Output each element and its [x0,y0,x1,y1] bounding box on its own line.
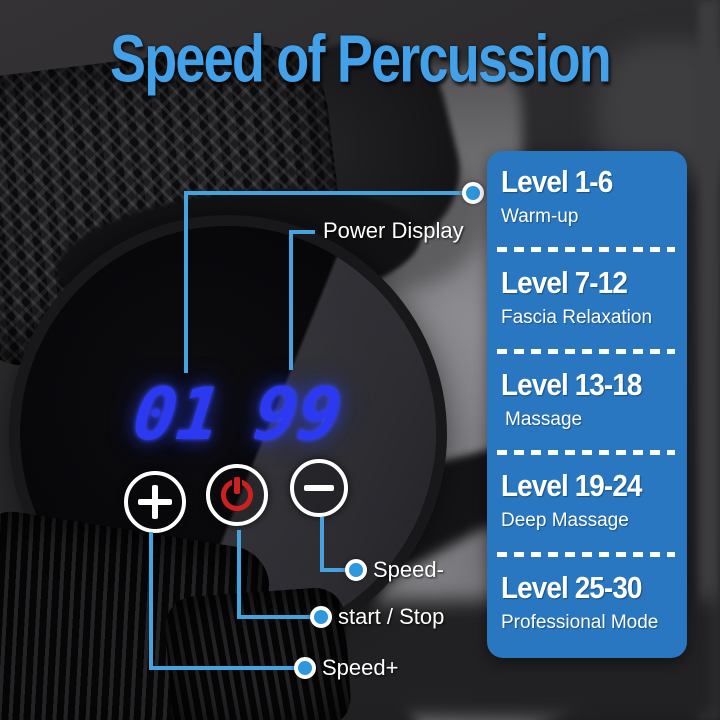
level-mode: Massage [505,408,583,430]
callout-line-power-display-vertical [289,230,293,370]
speed-minus-button[interactable] [290,459,348,517]
dashed-divider [497,450,675,456]
power-button[interactable] [206,464,268,526]
level-range: Level 25-30 [501,569,642,605]
level-section: Level 7-12 Fascia Relaxation [487,252,687,354]
callout-line-speed-minus-horizontal [320,568,352,572]
callout-line-speed-minus-vertical [320,517,324,572]
callout-line-start-stop-vertical [237,530,241,619]
speed-plus-button[interactable] [124,471,186,533]
level-range: Level 19-24 [501,468,642,504]
callout-line-start-stop-horizontal [237,615,315,619]
level-mode: Professional Mode [501,611,659,633]
callout-dot-speed-minus [345,559,367,581]
background-edge-strip [698,0,720,720]
level-section: Level 19-24 Deep Massage [487,455,687,557]
callout-line-display-horizontal [184,191,466,195]
level-range: Level 13-18 [501,366,642,402]
page-title: Speed of Percussion [110,21,612,97]
minus-icon [304,485,334,491]
callout-label-start-stop: start / Stop [338,604,445,629]
level-section: Level 25-30 Professional Mode [487,557,687,658]
level-section: Level 13-18 Massage [487,354,687,456]
level-mode: Warm-up [501,206,579,227]
dashed-divider [497,247,675,253]
callout-label-speed-minus: Speed- [373,557,444,582]
callout-line-speed-plus-horizontal [149,666,299,670]
level-mode: Deep Massage [501,510,629,532]
callout-dot-start-stop [310,606,332,628]
level-range: Level 1-6 [501,164,613,199]
speed-level-panel: Level 1-6 Warm-up Level 7-12 Fascia Rela… [487,151,687,658]
led-speed-value: 01 [128,372,226,456]
callout-label-speed-plus: Speed+ [322,655,399,680]
callout-line-power-display-horizontal [289,230,315,234]
level-mode: Fascia Relaxation [501,307,653,329]
callout-dot-level-panel [462,182,484,204]
callout-line-speed-plus-vertical [149,532,153,670]
dashed-divider [497,551,675,557]
level-section: Level 1-6 Warm-up [487,151,687,253]
led-display: 01 99 [129,372,347,456]
callout-line-display-vertical [184,191,188,373]
callout-label-power-display: Power Display [323,218,464,243]
callout-dot-speed-plus [294,657,316,679]
level-range: Level 7-12 [501,265,628,301]
power-icon [221,476,253,511]
led-power-value: 99 [249,372,347,456]
dashed-divider [497,348,675,354]
